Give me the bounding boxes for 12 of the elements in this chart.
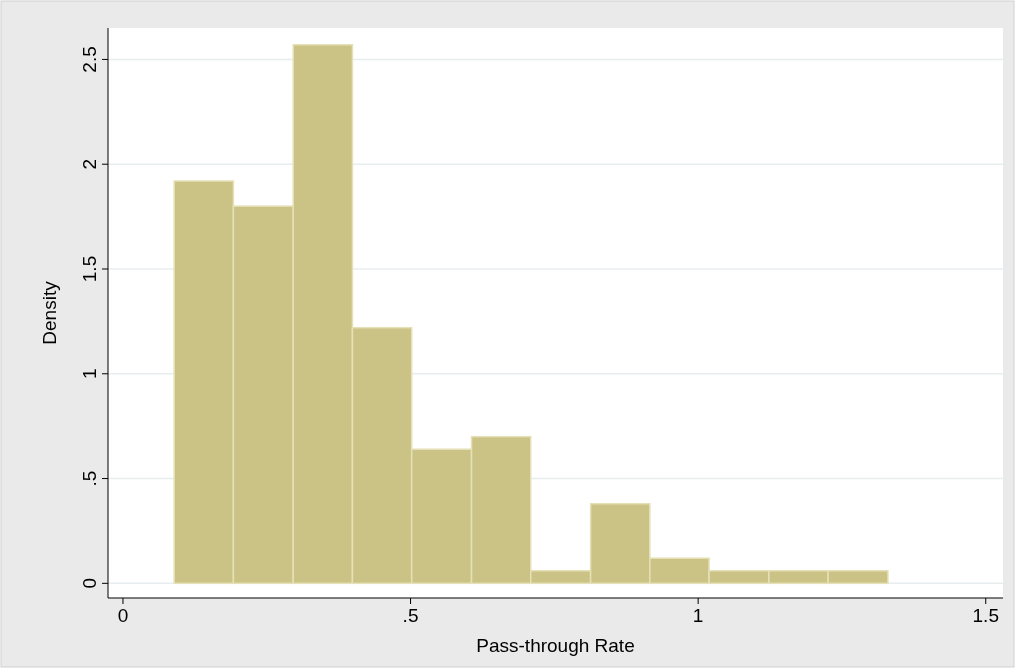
x-tick-label: 0 [117,605,129,626]
y-tick-label: 2 [79,158,100,170]
y-tick-label: 1 [79,368,100,380]
y-tick-label: .5 [79,470,100,487]
x-tick-label: .5 [402,605,419,626]
y-tick-label: 2.5 [79,46,100,73]
x-tick-label: 1.5 [972,605,999,626]
x-tick-label: 1 [692,605,704,626]
y-axis-title: Density [39,280,60,345]
x-axis-title: Pass-through Rate [476,635,635,656]
y-tick-label: 0 [79,578,100,589]
y-tick-label: 1.5 [79,255,100,283]
